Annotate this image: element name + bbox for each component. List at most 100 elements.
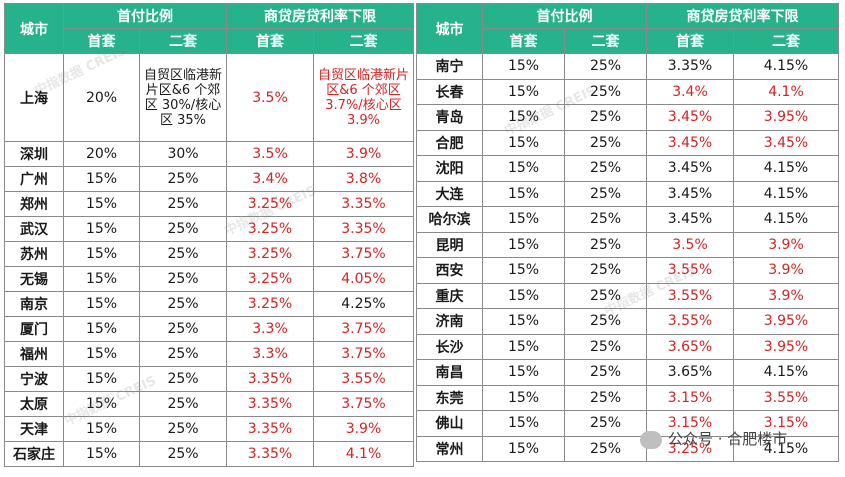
table-row: 南宁 15% 25% 3.35% 4.15% bbox=[416, 53, 839, 80]
first-down-payment-cell: 15% bbox=[63, 341, 140, 367]
second-down-payment-cell: 25% bbox=[564, 410, 647, 437]
table-row: 合肥 15% 25% 3.45% 3.45% bbox=[416, 129, 839, 156]
second-down-payment-cell: 25% bbox=[564, 104, 647, 131]
first-down-payment-cell: 15% bbox=[63, 416, 140, 442]
table-row: 南京 15% 25% 3.25% 4.25% bbox=[4, 291, 414, 317]
second-rate-cell: 3.55% bbox=[733, 384, 839, 411]
first-rate-cell: 3.45% bbox=[646, 155, 734, 182]
table-row: 太原 15% 25% 3.35% 3.75% bbox=[4, 391, 414, 417]
header-second-home: 二套 bbox=[313, 28, 414, 54]
second-down-payment-cell: 25% bbox=[564, 129, 647, 156]
second-down-payment-cell: 25% bbox=[139, 216, 227, 242]
city-cell: 无锡 bbox=[4, 266, 64, 292]
first-rate-cell: 3.45% bbox=[646, 206, 734, 233]
second-down-payment-cell: 25% bbox=[564, 180, 647, 207]
first-down-payment-cell: 20% bbox=[63, 141, 140, 167]
table-row: 石家庄 15% 25% 3.35% 4.1% bbox=[4, 441, 414, 467]
second-rate-cell: 4.15% bbox=[733, 435, 839, 462]
first-down-payment-cell: 15% bbox=[482, 53, 565, 80]
table-row: 无锡 15% 25% 3.25% 4.05% bbox=[4, 266, 414, 292]
second-rate-cell: 4.1% bbox=[313, 441, 414, 467]
first-down-payment-cell: 15% bbox=[482, 308, 565, 335]
first-rate-cell: 3.65% bbox=[646, 333, 734, 360]
city-cell: 常州 bbox=[416, 435, 483, 462]
first-down-payment-cell: 15% bbox=[63, 316, 140, 342]
city-cell: 东莞 bbox=[416, 384, 483, 411]
second-down-payment-cell: 25% bbox=[564, 384, 647, 411]
first-rate-cell: 3.3% bbox=[226, 316, 314, 342]
second-down-payment-cell: 25% bbox=[564, 308, 647, 335]
first-rate-cell: 3.55% bbox=[646, 282, 734, 309]
second-down-payment-cell: 25% bbox=[564, 435, 647, 462]
second-rate-cell: 3.35% bbox=[313, 216, 414, 242]
table-left-body: 上海 20% 自贸区临港新片区&6 个郊区 30%/核心区 35% 3.5% 自贸区临港… bbox=[4, 53, 414, 467]
city-cell: 天津 bbox=[4, 416, 64, 442]
table-row: 沈阳 15% 25% 3.45% 4.15% bbox=[416, 155, 839, 182]
second-rate-cell: 3.35% bbox=[313, 191, 414, 217]
city-cell: 昆明 bbox=[416, 231, 483, 258]
city-cell: 佛山 bbox=[416, 410, 483, 437]
city-cell: 南京 bbox=[4, 291, 64, 317]
chat-bubble-icon bbox=[640, 430, 662, 449]
table-row: 昆明 15% 25% 3.5% 3.9% bbox=[416, 231, 839, 258]
first-rate-cell: 3.4% bbox=[646, 78, 734, 105]
first-down-payment-cell: 15% bbox=[482, 384, 565, 411]
second-down-payment-cell: 25% bbox=[139, 291, 227, 317]
first-rate-cell: 3.55% bbox=[646, 257, 734, 284]
second-rate-cell: 3.45% bbox=[733, 129, 839, 156]
second-down-payment-cell: 25% bbox=[564, 231, 647, 258]
table-left: 城市 首付比例 商贷房贷利率下限 首套 二套 首套 二套 上海 20% 自贸区临港新… bbox=[4, 3, 414, 467]
first-rate-cell: 3.65% bbox=[646, 359, 734, 386]
header-city: 城市 bbox=[4, 3, 64, 54]
header-loan-rate: 商贷房贷利率下限 bbox=[646, 3, 839, 29]
city-cell: 长沙 bbox=[416, 333, 483, 360]
second-down-payment-cell: 25% bbox=[139, 266, 227, 292]
header-first-home: 首套 bbox=[226, 28, 314, 54]
header-down-payment: 首付比例 bbox=[63, 3, 227, 29]
first-down-payment-cell: 15% bbox=[482, 155, 565, 182]
first-down-payment-cell: 15% bbox=[482, 129, 565, 156]
first-rate-cell: 3.35% bbox=[226, 441, 314, 467]
first-down-payment-cell: 15% bbox=[63, 291, 140, 317]
header-first-home: 首套 bbox=[63, 28, 140, 54]
table-right: 城市 首付比例 商贷房贷利率下限 首套 二套 首套 二套 南宁 15% 25% 3.3… bbox=[416, 3, 839, 462]
first-rate-cell: 3.35% bbox=[226, 366, 314, 392]
first-down-payment-cell: 15% bbox=[482, 206, 565, 233]
second-down-payment-cell: 25% bbox=[139, 416, 227, 442]
first-rate-cell: 3.45% bbox=[646, 180, 734, 207]
first-down-payment-cell: 15% bbox=[482, 333, 565, 360]
first-down-payment-cell: 15% bbox=[63, 266, 140, 292]
first-rate-cell: 3.45% bbox=[646, 129, 734, 156]
city-cell: 苏州 bbox=[4, 241, 64, 267]
first-rate-cell: 3.3% bbox=[226, 341, 314, 367]
second-rate-cell: 4.15% bbox=[733, 206, 839, 233]
first-down-payment-cell: 15% bbox=[63, 391, 140, 417]
second-rate-cell: 3.75% bbox=[313, 391, 414, 417]
first-rate-cell: 3.25% bbox=[226, 241, 314, 267]
second-down-payment-cell: 25% bbox=[139, 241, 227, 267]
table-row: 广州 15% 25% 3.4% 3.8% bbox=[4, 166, 414, 192]
first-down-payment-cell: 15% bbox=[482, 104, 565, 131]
first-rate-cell: 3.25% bbox=[226, 291, 314, 317]
first-down-payment-cell: 15% bbox=[63, 191, 140, 217]
second-rate-cell: 4.1% bbox=[733, 78, 839, 105]
header-first-home: 首套 bbox=[482, 28, 565, 54]
second-down-payment-cell: 25% bbox=[564, 282, 647, 309]
first-down-payment-cell: 15% bbox=[482, 410, 565, 437]
second-rate-cell: 3.95% bbox=[733, 104, 839, 131]
table-left-header: 城市 首付比例 商贷房贷利率下限 首套 二套 首套 二套 bbox=[4, 3, 414, 54]
second-rate-cell: 4.15% bbox=[733, 155, 839, 182]
header-down-payment: 首付比例 bbox=[482, 3, 647, 29]
first-down-payment-cell: 15% bbox=[482, 282, 565, 309]
first-rate-cell: 3.55% bbox=[646, 308, 734, 335]
second-rate-cell: 3.95% bbox=[733, 333, 839, 360]
table-row: 郑州 15% 25% 3.25% 3.35% bbox=[4, 191, 414, 217]
city-cell: 青岛 bbox=[416, 104, 483, 131]
city-cell: 深圳 bbox=[4, 141, 64, 167]
second-down-payment-cell: 25% bbox=[139, 341, 227, 367]
second-rate-cell: 3.9% bbox=[313, 141, 414, 167]
table-row: 上海 20% 自贸区临港新片区&6 个郊区 30%/核心区 35% 3.5% 自贸区临港… bbox=[4, 53, 414, 142]
city-cell: 太原 bbox=[4, 391, 64, 417]
first-rate-cell: 3.25% bbox=[226, 191, 314, 217]
